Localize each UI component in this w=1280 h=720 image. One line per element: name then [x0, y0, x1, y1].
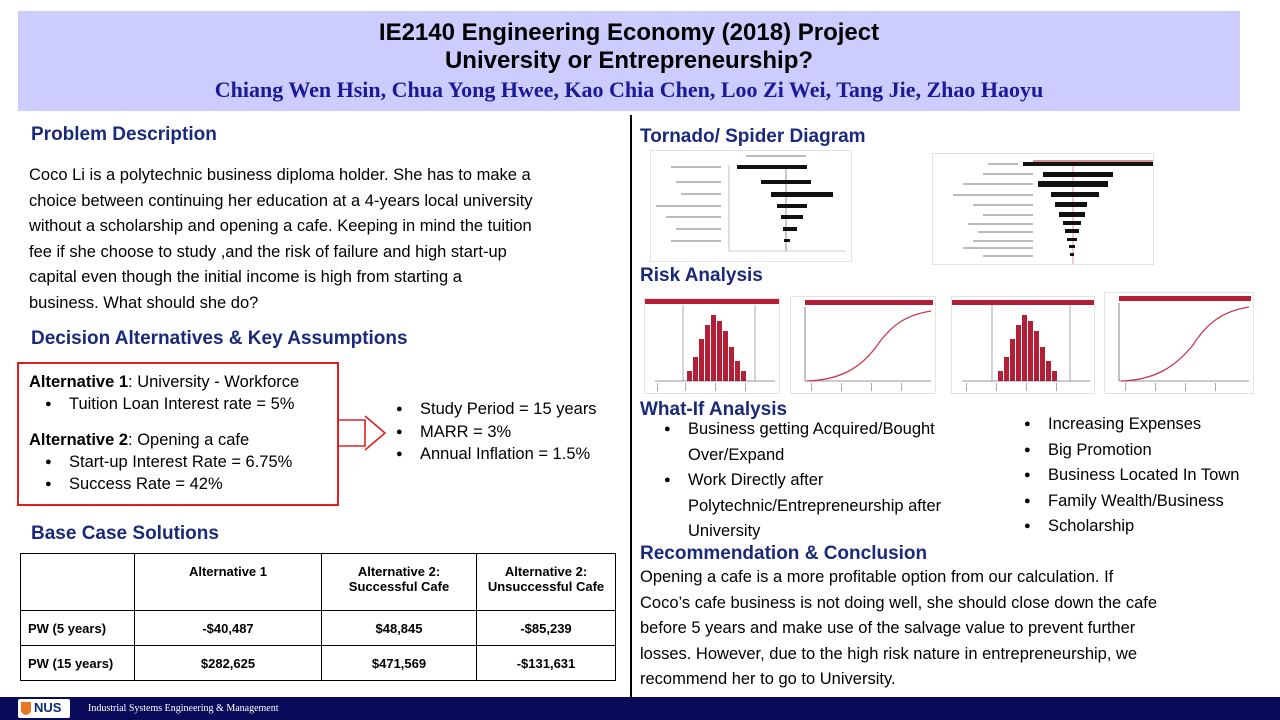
- title-banner: IE2140 Engineering Economy (2018) Projec…: [18, 11, 1240, 111]
- problem-line: Coco Li is a polytechnic business diplom…: [29, 166, 531, 184]
- whatif-right-list: Increasing Expenses Big Promotion Busine…: [1020, 412, 1270, 540]
- assumption-item: Annual Inflation = 1.5%: [392, 443, 597, 466]
- whatif-item: Work Directly afterPolytechnic/Entrepren…: [660, 468, 1000, 545]
- table-header-cell: Alternative 1: [134, 553, 322, 611]
- crest-icon: [21, 702, 31, 715]
- alternatives-box: Alternative 1: University - Workforce Tu…: [17, 362, 339, 506]
- whatif-item: Family Wealth/Business: [1020, 489, 1270, 515]
- problem-text: Coco Li is a polytechnic business diplom…: [29, 163, 629, 317]
- header-line: Successful Cafe: [348, 579, 450, 594]
- table-cell: $48,845: [321, 610, 477, 646]
- table-cell: $471,569: [321, 645, 477, 681]
- table-row: PW (5 years) -$40,487 $48,845 -$85,239: [20, 610, 616, 646]
- assumption-item: Study Period = 15 years: [392, 398, 597, 421]
- conclusion-line: recommend her to go to University.: [640, 670, 896, 689]
- table-header-cell: Alternative 2: Successful Cafe: [321, 553, 477, 611]
- base-case-heading: Base Case Solutions: [31, 523, 219, 544]
- problem-line: fee if she choose to study ,and the risk…: [29, 242, 507, 261]
- alt1-bullet: Tuition Loan Interest rate = 5%: [41, 393, 299, 415]
- risk-cdf-5yr-image: [790, 296, 936, 394]
- problem-line: without a scholarship and opening a cafe…: [29, 217, 532, 236]
- author-list: Chiang Wen Hsin, Chua Yong Hwee, Kao Chi…: [214, 77, 1044, 102]
- nus-logo: NUS: [18, 699, 70, 718]
- problem-line: business. What should she do?: [29, 293, 259, 312]
- poster-subtitle: University or Entrepreneurship?: [444, 47, 814, 74]
- whatif-item: Big Promotion: [1020, 438, 1270, 464]
- table-cell: -$131,631: [476, 645, 616, 681]
- table-header-row: Alternative 1 Alternative 2: Successful …: [20, 553, 616, 611]
- row-label: PW (5 years): [20, 610, 135, 646]
- conclusion-line: Opening a cafe is a more profitable opti…: [640, 568, 1114, 586]
- whatif-item: Increasing Expenses: [1020, 412, 1270, 438]
- tornado-heading: Tornado/ Spider Diagram: [640, 126, 866, 147]
- conclusion-text: Opening a cafe is a more profitable opti…: [640, 565, 1270, 693]
- problem-line: choice between continuing her education …: [29, 191, 533, 210]
- poster-title: IE2140 Engineering Economy (2018) Projec…: [378, 19, 880, 46]
- risk-histogram-15yr-image: [951, 296, 1095, 394]
- table-header-cell: [20, 553, 135, 611]
- alt2-bullet: Success Rate = 42%: [41, 473, 299, 495]
- alt2-bullet: Start-up Interest Rate = 6.75%: [41, 451, 299, 473]
- table-cell: -$40,487: [134, 610, 322, 646]
- assumption-item: MARR = 3%: [392, 421, 597, 444]
- tornado-diagram-image: [650, 150, 852, 262]
- whatif-item: Business getting Acquired/BoughtOver/Exp…: [660, 417, 1000, 468]
- whatif-item: Business Located In Town: [1020, 463, 1270, 489]
- problem-line: capital even though the initial income i…: [29, 268, 462, 287]
- header-line: Alternative 2:: [357, 564, 441, 579]
- conclusion-line: losses. However, due to the high risk na…: [640, 644, 1138, 663]
- table-cell: -$85,239: [476, 610, 616, 646]
- table-header-cell: Alternative 2: Unsuccessful Cafe: [476, 553, 616, 611]
- assumptions-list: Study Period = 15 years MARR = 3% Annual…: [392, 398, 597, 466]
- header-line: Unsuccessful Cafe: [487, 579, 605, 594]
- spider-diagram-image: [932, 153, 1154, 265]
- table-row: PW (15 years) $282,625 $471,569 -$131,63…: [20, 645, 616, 681]
- header-line: Alternative 2:: [504, 564, 588, 579]
- risk-heading: Risk Analysis: [640, 265, 763, 286]
- problem-heading: Problem Description: [31, 124, 217, 145]
- conclusion-line: Coco’s cafe business is not doing well, …: [640, 593, 1158, 612]
- decision-heading: Decision Alternatives & Key Assumptions: [31, 328, 408, 349]
- whatif-heading: What-If Analysis: [640, 399, 788, 420]
- risk-cdf-15yr-image: [1104, 292, 1254, 394]
- department-label: Industrial Systems Engineering & Managem…: [88, 703, 279, 714]
- conclusion-heading: Recommendation & Conclusion: [640, 543, 928, 564]
- risk-histogram-5yr-image: [644, 298, 780, 394]
- row-label: PW (15 years): [20, 645, 135, 681]
- whatif-left-list: Business getting Acquired/BoughtOver/Exp…: [660, 417, 1000, 545]
- table-cell: $282,625: [134, 645, 322, 681]
- alternative-1-line: Alternative 1: University - Workforce: [29, 373, 300, 391]
- alternative-2-line: Alternative 2: Opening a cafe: [29, 431, 250, 449]
- conclusion-line: before 5 years and make use of the salva…: [640, 619, 1136, 638]
- whatif-item: Scholarship: [1020, 514, 1270, 540]
- footer-bar: NUS Industrial Systems Engineering & Man…: [0, 697, 1280, 720]
- arrow-icon: [339, 415, 387, 451]
- base-case-table: Alternative 1 Alternative 2: Successful …: [20, 553, 616, 681]
- column-divider: [630, 115, 632, 697]
